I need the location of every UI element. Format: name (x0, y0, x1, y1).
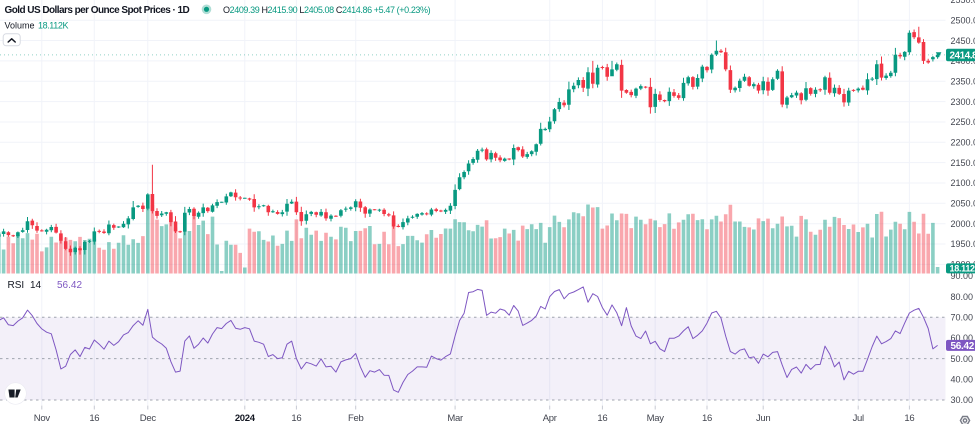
svg-text:2300.00: 2300.00 (951, 97, 975, 107)
svg-text:90.00: 90.00 (951, 271, 974, 281)
svg-text:Jun: Jun (756, 413, 770, 424)
svg-text:16: 16 (904, 413, 914, 424)
svg-text:40.00: 40.00 (951, 375, 974, 385)
svg-text:60.00: 60.00 (951, 333, 974, 343)
svg-text:2050.00: 2050.00 (951, 199, 975, 209)
svg-text:Dec: Dec (140, 413, 157, 424)
svg-text:O2409.39 H2415.90 L2405.08 C24: O2409.39 H2415.90 L2405.08 C2414.86 +5.4… (223, 5, 431, 15)
svg-text:2150.00: 2150.00 (951, 158, 975, 168)
svg-text:2000.00: 2000.00 (951, 219, 975, 229)
svg-text:Jul: Jul (853, 413, 864, 424)
svg-text:Volume: Volume (5, 20, 35, 30)
svg-text:Nov: Nov (34, 413, 51, 424)
svg-text:18.112K: 18.112K (38, 20, 68, 30)
svg-text:18.112K: 18.112K (950, 263, 975, 273)
svg-text:Gold US Dollars per Ounce Spot: Gold US Dollars per Ounce Spot Prices · … (5, 5, 190, 16)
svg-text:2550.00: 2550.00 (951, 0, 975, 5)
svg-text:30.00: 30.00 (951, 395, 974, 405)
svg-text:2200.00: 2200.00 (951, 138, 975, 148)
svg-text:16: 16 (597, 413, 607, 424)
svg-text:2450.00: 2450.00 (951, 36, 975, 46)
svg-text:1950.00: 1950.00 (951, 239, 975, 249)
svg-text:80.00: 80.00 (951, 292, 974, 302)
svg-text:70.00: 70.00 (951, 313, 974, 323)
svg-text:16: 16 (702, 413, 712, 424)
svg-text:May: May (647, 413, 665, 424)
svg-text:2500.00: 2500.00 (951, 15, 975, 25)
svg-text:Apr: Apr (543, 413, 557, 424)
svg-text:Feb: Feb (348, 413, 363, 424)
svg-text:16: 16 (291, 413, 301, 424)
svg-text:50.00: 50.00 (951, 354, 974, 364)
svg-text:2414.86: 2414.86 (950, 51, 975, 62)
svg-text:2024: 2024 (235, 413, 256, 424)
svg-text:2350.00: 2350.00 (951, 77, 975, 87)
svg-text:2100.00: 2100.00 (951, 178, 975, 188)
svg-text:2250.00: 2250.00 (951, 117, 975, 127)
svg-text:16: 16 (89, 413, 99, 424)
svg-text:Mar: Mar (447, 413, 463, 424)
svg-text:56.42: 56.42 (951, 341, 975, 352)
